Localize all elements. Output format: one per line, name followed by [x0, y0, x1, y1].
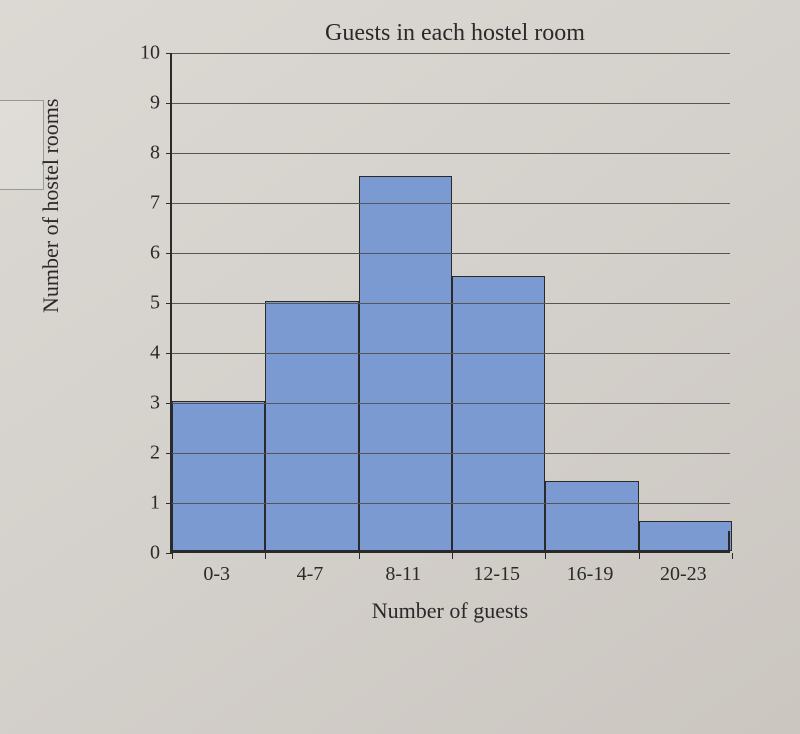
page-background: Guests in each hostel room Number of hos…	[0, 0, 800, 734]
x-tick-mark	[359, 553, 360, 559]
x-tick-label: 20-23	[660, 563, 707, 586]
y-tick-label: 8	[150, 142, 160, 165]
x-tick-label: 4-7	[297, 563, 324, 586]
y-tick-label: 7	[150, 192, 160, 215]
axis-right-stub	[728, 531, 730, 551]
bar	[639, 521, 732, 551]
plot-area	[170, 53, 730, 553]
bar	[545, 481, 638, 551]
chart-title: Guests in each hostel room	[60, 20, 740, 47]
bar	[265, 301, 358, 551]
y-tick-label: 3	[150, 392, 160, 415]
gridline	[172, 203, 730, 204]
x-tick-label: 8-11	[385, 563, 421, 586]
gridline	[172, 53, 730, 54]
x-tick-mark	[172, 553, 173, 559]
x-tick-label: 16-19	[567, 563, 614, 586]
y-tick-label: 4	[150, 342, 160, 365]
x-tick-mark	[639, 553, 640, 559]
y-tick-label: 2	[150, 442, 160, 465]
x-tick-label: 0-3	[203, 563, 230, 586]
gridline	[172, 353, 730, 354]
gridline	[172, 153, 730, 154]
plot-wrapper: Number of hostel rooms 012345678910 0-34…	[60, 53, 740, 643]
x-tick-mark	[545, 553, 546, 559]
x-axis-label: Number of guests	[170, 598, 730, 624]
bars-group	[172, 53, 730, 551]
y-tick-label: 1	[150, 492, 160, 515]
x-tick-mark	[732, 553, 733, 559]
bar	[452, 276, 545, 551]
y-axis: 012345678910	[126, 53, 166, 553]
gridline	[172, 403, 730, 404]
chart-container: Guests in each hostel room Number of hos…	[60, 20, 740, 660]
x-tick-label: 12-15	[473, 563, 520, 586]
gridline	[172, 453, 730, 454]
y-axis-label: Number of hostel rooms	[38, 99, 64, 313]
gridline	[172, 103, 730, 104]
y-tick-label: 9	[150, 92, 160, 115]
bar	[172, 401, 265, 551]
x-tick-mark	[452, 553, 453, 559]
y-tick-label: 6	[150, 242, 160, 265]
gridline	[172, 253, 730, 254]
y-tick-label: 10	[140, 42, 160, 65]
gridline	[172, 503, 730, 504]
x-tick-mark	[265, 553, 266, 559]
y-tick-label: 5	[150, 292, 160, 315]
bar	[359, 176, 452, 551]
y-tick-label: 0	[150, 542, 160, 565]
gridline	[172, 303, 730, 304]
